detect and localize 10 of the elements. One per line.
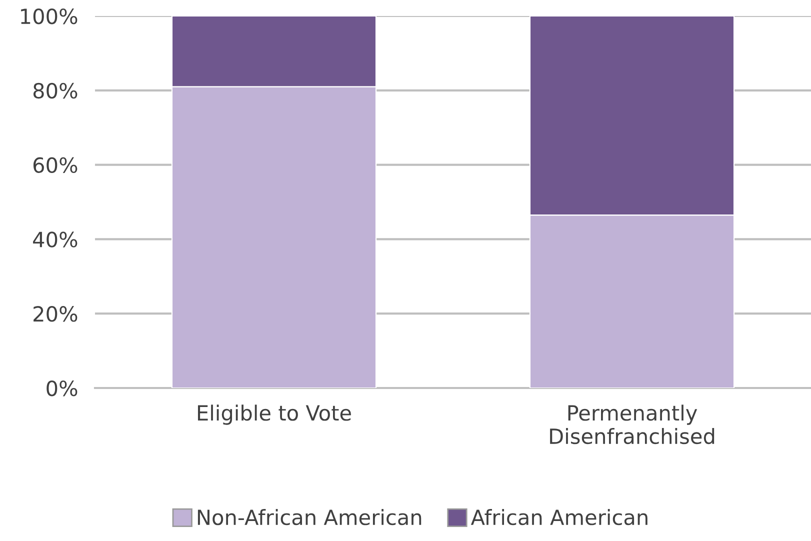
legend-label: Non-African American xyxy=(198,509,422,526)
x-tick-label: Eligible to Vote xyxy=(198,404,351,425)
y-tick-label: 80% xyxy=(33,82,78,99)
y-tick-label: 20% xyxy=(34,306,78,322)
y-tick-label: 0% xyxy=(46,380,78,396)
legend-label: African American xyxy=(470,509,648,526)
y-tick-label: 100% xyxy=(21,8,78,24)
y-tick-label: 60% xyxy=(33,157,78,174)
x-tick-label: Permenantly Disenfranchised xyxy=(550,404,714,444)
y-tick-label: 40% xyxy=(33,232,78,248)
